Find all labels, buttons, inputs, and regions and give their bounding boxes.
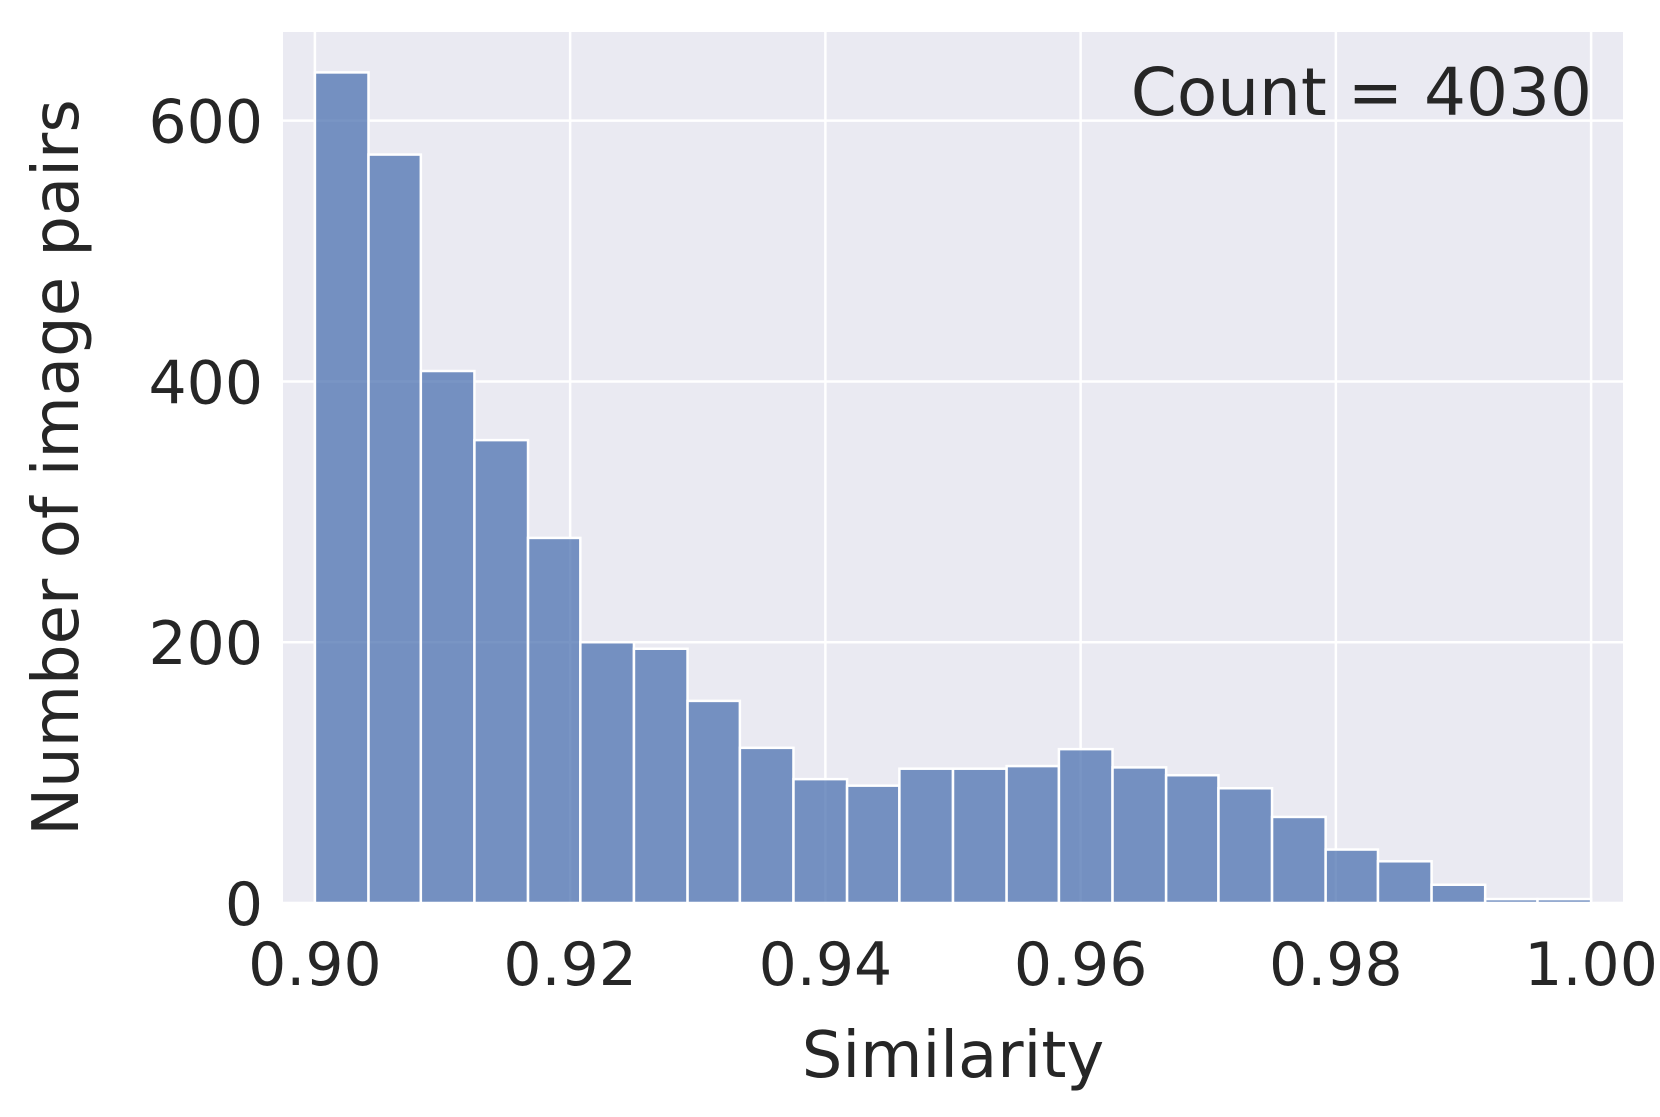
histogram-bar: [1217, 787, 1274, 905]
histogram-bar: [1483, 897, 1539, 905]
histogram-bar: [526, 536, 582, 905]
histogram-bar: [951, 767, 1008, 905]
y-tick-label: 600: [148, 88, 263, 158]
histogram-bar: [792, 777, 849, 905]
x-tick-label: 0.94: [759, 930, 893, 1000]
histogram-bar: [1057, 747, 1114, 905]
x-tick-label: 0.92: [503, 930, 637, 1000]
histogram-bar: [1536, 897, 1593, 905]
histogram-bar: [686, 699, 742, 905]
histogram-bar: [473, 438, 530, 905]
y-tick-label: 400: [148, 348, 263, 418]
x-tick-label: 1.00: [1524, 930, 1658, 1000]
histogram-bar: [419, 369, 476, 905]
y-tick-labels: 0 200 400 600: [148, 88, 263, 940]
bars: [313, 71, 1593, 905]
histogram-bar: [632, 647, 689, 905]
histogram-bar: [579, 640, 636, 905]
x-tick-label: 0.98: [1269, 930, 1403, 1000]
histogram-bar: [898, 767, 955, 905]
count-annotation: Count = 4030: [1131, 54, 1592, 131]
histogram-bar: [1005, 764, 1061, 905]
y-axis-label: Number of image pairs: [20, 99, 94, 835]
histogram-bar: [1164, 773, 1220, 905]
x-tick-label: 0.90: [248, 930, 382, 1000]
histogram-bar: [313, 71, 370, 905]
histogram-bar: [738, 746, 795, 905]
x-tick-labels: 0.90 0.92 0.94 0.96 0.98 1.00: [248, 930, 1658, 1000]
y-tick-label: 0: [225, 870, 263, 940]
histogram-bar: [1376, 860, 1433, 905]
histogram-bar: [367, 153, 423, 905]
histogram-bar: [1270, 815, 1327, 905]
histogram-bar: [1111, 766, 1168, 905]
x-axis-label: Similarity: [802, 1019, 1105, 1093]
x-tick-label: 0.96: [1014, 930, 1148, 1000]
histogram-bar: [1324, 848, 1380, 905]
histogram-bar: [1430, 883, 1487, 905]
histogram-bar: [845, 784, 901, 905]
y-tick-label: 200: [148, 609, 263, 679]
